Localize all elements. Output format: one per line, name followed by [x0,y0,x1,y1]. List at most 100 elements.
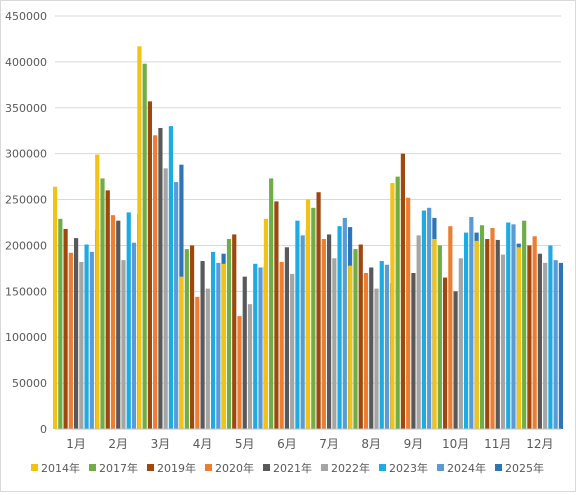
bar [63,228,68,429]
bar [237,316,242,429]
bar [253,263,258,429]
legend-item: 2025年 [495,461,544,475]
bar [437,245,442,429]
bar [137,46,142,429]
x-tick-label: 4月 [193,437,213,451]
legend-swatch [379,464,386,471]
bar [232,234,237,429]
x-tick-label: 1月 [66,437,86,451]
bar [100,178,105,429]
bar [522,220,527,429]
bar [427,207,432,429]
x-tick-label: 7月 [319,437,339,451]
bar [216,262,221,429]
bar [158,127,163,430]
bar [479,225,485,429]
bar [558,262,564,429]
bar [363,272,369,429]
legend-swatch [321,464,328,471]
x-tick-label: 11月 [484,437,511,451]
bar [300,235,305,429]
legend-swatch [495,464,502,471]
bar [421,210,427,429]
bar [147,101,153,429]
legend-label: 2021年 [273,461,312,475]
bar [52,186,58,429]
legend-label: 2023年 [389,461,428,475]
bar [490,228,495,429]
bar [163,168,168,429]
bar [311,207,316,429]
bar [543,262,548,429]
y-tick-label: 450000 [5,10,47,23]
bar [68,252,73,429]
bar [332,258,337,429]
y-tick-label: 250000 [5,194,47,207]
bar [321,239,326,429]
legend-item: 2020年 [205,461,254,475]
legend-label: 2019年 [157,461,196,475]
bar [84,244,89,429]
bar [369,267,374,429]
legend-label: 2024年 [447,461,486,475]
bar [269,178,274,429]
bar [58,218,63,429]
bar [274,201,279,429]
bar [263,218,269,429]
x-tick-label: 5月 [235,437,255,451]
bar [358,244,363,429]
y-tick-label: 50000 [12,377,47,390]
y-tick-label: 300000 [5,148,47,161]
bar [305,199,311,429]
bars [52,46,564,430]
y-tick-label: 100000 [5,331,47,344]
x-tick-label: 2月 [108,437,128,451]
y-tick-label: 350000 [5,102,47,115]
legend-label: 2020年 [215,461,254,475]
legend-item: 2014年 [31,461,80,475]
bar [279,261,284,429]
bar [95,154,100,429]
bar [395,176,400,429]
bar [411,272,416,429]
bar [379,261,384,429]
bar [116,220,121,429]
bar [537,253,543,429]
legend-label: 2025年 [505,461,544,475]
bar [242,276,247,429]
bar [168,126,174,429]
bar [453,291,458,429]
bar [500,254,506,429]
bar [79,261,84,429]
bar [205,288,210,429]
bar [432,239,437,429]
bar [174,182,179,429]
bar [258,267,263,429]
bar [406,197,411,429]
axes: 0 50000 100000 150000 200000 250000 300000 3500… [5,10,561,451]
legend-item: 2023年 [379,461,428,475]
bar [89,251,94,429]
bar [131,242,137,429]
bar [390,183,395,429]
bar [73,238,79,429]
bar [511,224,516,429]
bar [532,236,537,429]
bar [353,249,358,429]
x-tick-label: 6月 [277,437,297,451]
bar [189,245,195,429]
bar [485,239,490,429]
bar [200,261,205,429]
bar [553,260,558,429]
y-tick-label: 200000 [5,239,47,252]
bar [527,245,532,429]
legend-label: 2017年 [99,461,138,475]
bar [221,263,226,429]
x-tick-label: 8月 [361,437,381,451]
x-tick-label: 10月 [442,437,469,451]
x-tick-label: 9月 [404,437,424,451]
legend-item: 2022年 [321,461,370,475]
bar [469,216,474,429]
bar [110,215,116,429]
